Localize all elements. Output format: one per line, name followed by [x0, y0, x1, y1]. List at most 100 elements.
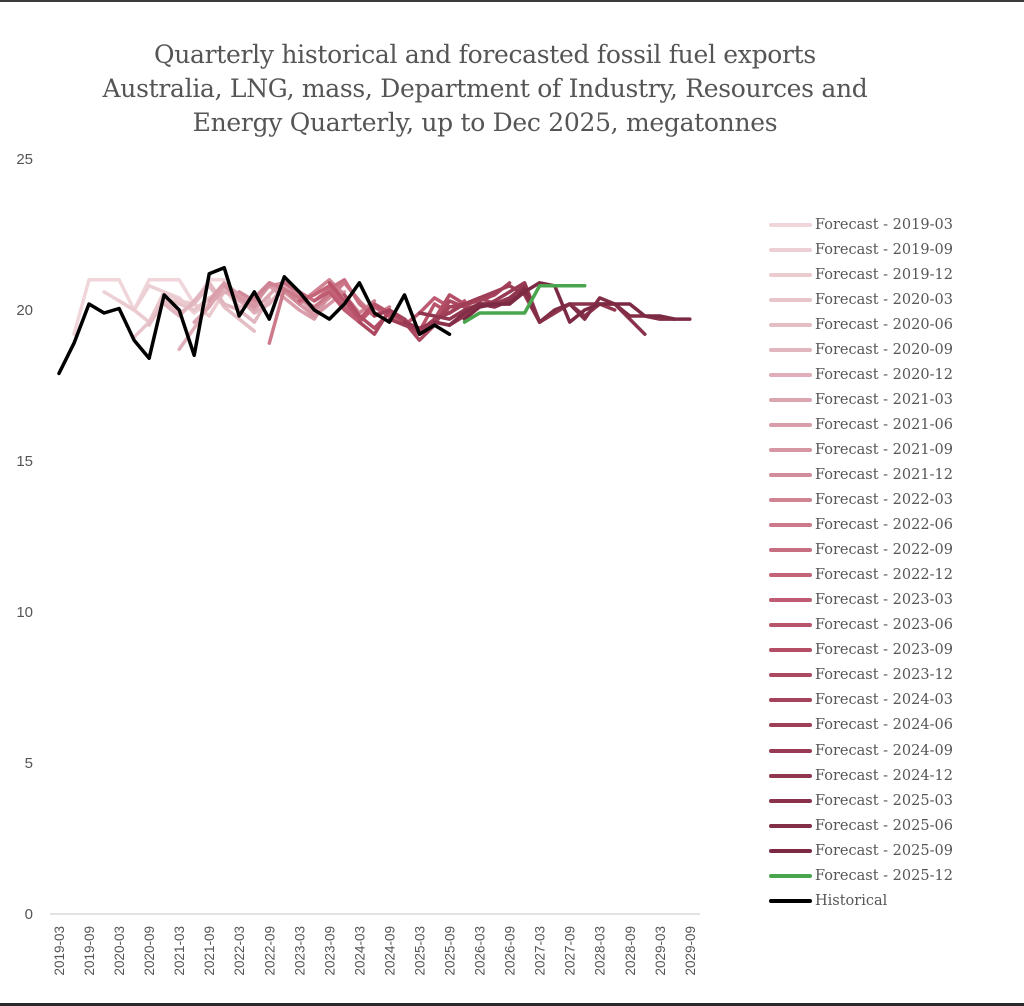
x-tick-label: 2020-09 — [142, 926, 157, 976]
legend-label: Forecast - 2024-03 — [815, 692, 953, 709]
legend-swatch — [769, 648, 812, 653]
y-tick-label: 20 — [16, 302, 33, 319]
legend-item: Forecast - 2022-12 — [769, 563, 953, 588]
legend-swatch — [769, 623, 812, 628]
legend-item: Forecast - 2021-12 — [769, 462, 953, 487]
legend-swatch — [769, 698, 812, 703]
window-top-border — [0, 0, 1024, 2]
legend-item: Forecast - 2024-03 — [769, 688, 953, 713]
legend-swatch — [769, 422, 812, 427]
legend-label: Forecast - 2021-09 — [815, 441, 953, 458]
legend-item: Forecast - 2023-09 — [769, 638, 953, 663]
legend-label: Forecast - 2019-09 — [815, 241, 953, 258]
legend-swatch — [769, 297, 812, 302]
y-axis-ticks: 0 5 10 15 20 25 — [16, 151, 33, 923]
legend-item: Forecast - 2019-09 — [769, 237, 953, 262]
legend-label: Forecast - 2024-12 — [815, 767, 953, 784]
legend-swatch — [769, 472, 812, 477]
legend-label: Forecast - 2020-03 — [815, 291, 953, 308]
x-tick-label: 2022-09 — [262, 926, 277, 976]
legend-label: Forecast - 2021-12 — [815, 466, 953, 483]
legend-label: Forecast - 2024-09 — [815, 742, 953, 759]
series-line-forecast-2025-12 — [462, 284, 587, 324]
x-tick-label: 2027-03 — [533, 926, 548, 976]
x-tick-label: 2023-03 — [292, 926, 307, 976]
legend-label: Forecast - 2019-03 — [815, 216, 953, 233]
x-tick-label: 2026-03 — [473, 926, 488, 976]
x-tick-label: 2028-03 — [593, 926, 608, 976]
chart-title: Quarterly historical and forecasted foss… — [60, 38, 910, 140]
legend-swatch — [769, 723, 812, 728]
x-tick-label: 2025-09 — [443, 926, 458, 976]
legend-item: Forecast - 2024-06 — [769, 713, 953, 738]
x-tick-label: 2028-09 — [623, 926, 638, 976]
legend-swatch — [769, 573, 812, 578]
legend-label: Forecast - 2021-06 — [815, 416, 953, 433]
legend-label: Forecast - 2025-09 — [815, 842, 953, 859]
legend-swatch — [769, 548, 812, 553]
legend-swatch — [769, 798, 812, 803]
legend-label: Forecast - 2025-12 — [815, 867, 953, 884]
series-line-historical — [57, 265, 452, 376]
legend-swatch — [769, 848, 812, 853]
x-tick-label: 2022-03 — [232, 926, 247, 976]
legend-item: Forecast - 2023-03 — [769, 588, 953, 613]
legend-swatch — [769, 222, 812, 227]
legend-item: Forecast - 2019-03 — [769, 212, 953, 237]
legend-item: Forecast - 2025-06 — [769, 813, 953, 838]
legend-item: Forecast - 2021-06 — [769, 412, 953, 437]
legend-label: Forecast - 2023-09 — [815, 642, 953, 659]
legend-label: Forecast - 2021-03 — [815, 391, 953, 408]
x-tick-label: 2024-03 — [352, 926, 367, 976]
legend-label: Forecast - 2022-09 — [815, 542, 953, 559]
legend-label: Forecast - 2020-12 — [815, 366, 953, 383]
legend-swatch — [769, 598, 812, 603]
y-tick-label: 15 — [16, 453, 33, 470]
legend-swatch — [769, 347, 812, 352]
legend-label: Forecast - 2019-12 — [815, 266, 953, 283]
y-tick-label: 0 — [25, 906, 33, 923]
legend-item: Forecast - 2024-09 — [769, 738, 953, 763]
legend-item: Forecast - 2020-12 — [769, 362, 953, 387]
x-tick-label: 2029-09 — [683, 926, 698, 976]
legend-item: Forecast - 2019-12 — [769, 262, 953, 287]
legend-item: Forecast - 2020-03 — [769, 287, 953, 312]
legend-item: Forecast - 2023-12 — [769, 663, 953, 688]
legend-label: Forecast - 2023-03 — [815, 592, 953, 609]
legend-label: Forecast - 2022-06 — [815, 517, 953, 534]
legend-item: Forecast - 2025-12 — [769, 863, 953, 888]
legend-label: Forecast - 2022-03 — [815, 492, 953, 509]
legend-item: Forecast - 2025-03 — [769, 788, 953, 813]
legend-item: Forecast - 2020-06 — [769, 312, 953, 337]
legend-item: Forecast - 2024-12 — [769, 763, 953, 788]
legend-swatch — [769, 272, 812, 277]
series-lines — [57, 265, 692, 376]
legend-swatch — [769, 873, 812, 878]
legend-label: Historical — [815, 892, 888, 909]
x-tick-label: 2029-03 — [653, 926, 668, 976]
legend: Forecast - 2019-03 Forecast - 2019-09 Fore… — [769, 212, 953, 913]
legend-item: Forecast - 2020-09 — [769, 337, 953, 362]
x-tick-label: 2023-09 — [322, 926, 337, 976]
legend-label: Forecast - 2023-12 — [815, 667, 953, 684]
legend-swatch — [769, 372, 812, 377]
legend-swatch — [769, 498, 812, 503]
legend-swatch — [769, 322, 812, 327]
x-tick-label: 2019-09 — [82, 926, 97, 976]
legend-swatch — [769, 247, 812, 252]
legend-label: Forecast - 2025-03 — [815, 792, 953, 809]
x-tick-label: 2019-03 — [52, 926, 67, 976]
legend-item: Forecast - 2021-03 — [769, 387, 953, 412]
legend-swatch — [769, 523, 812, 528]
x-axis-ticks: 2019-03 2019-09 2020-03 2020-09 2021-03 2021-… — [52, 926, 698, 976]
legend-label: Forecast - 2020-09 — [815, 341, 953, 358]
y-tick-label: 10 — [16, 604, 33, 621]
legend-item: Forecast - 2022-09 — [769, 538, 953, 563]
legend-item: Forecast - 2022-03 — [769, 488, 953, 513]
y-tick-label: 5 — [25, 755, 33, 772]
x-tick-label: 2021-09 — [202, 926, 217, 976]
chart-title-line-3: Energy Quarterly, up to Dec 2025, megato… — [192, 108, 778, 137]
legend-swatch — [769, 748, 812, 753]
legend-label: Forecast - 2023-06 — [815, 617, 953, 634]
legend-swatch — [769, 673, 812, 678]
